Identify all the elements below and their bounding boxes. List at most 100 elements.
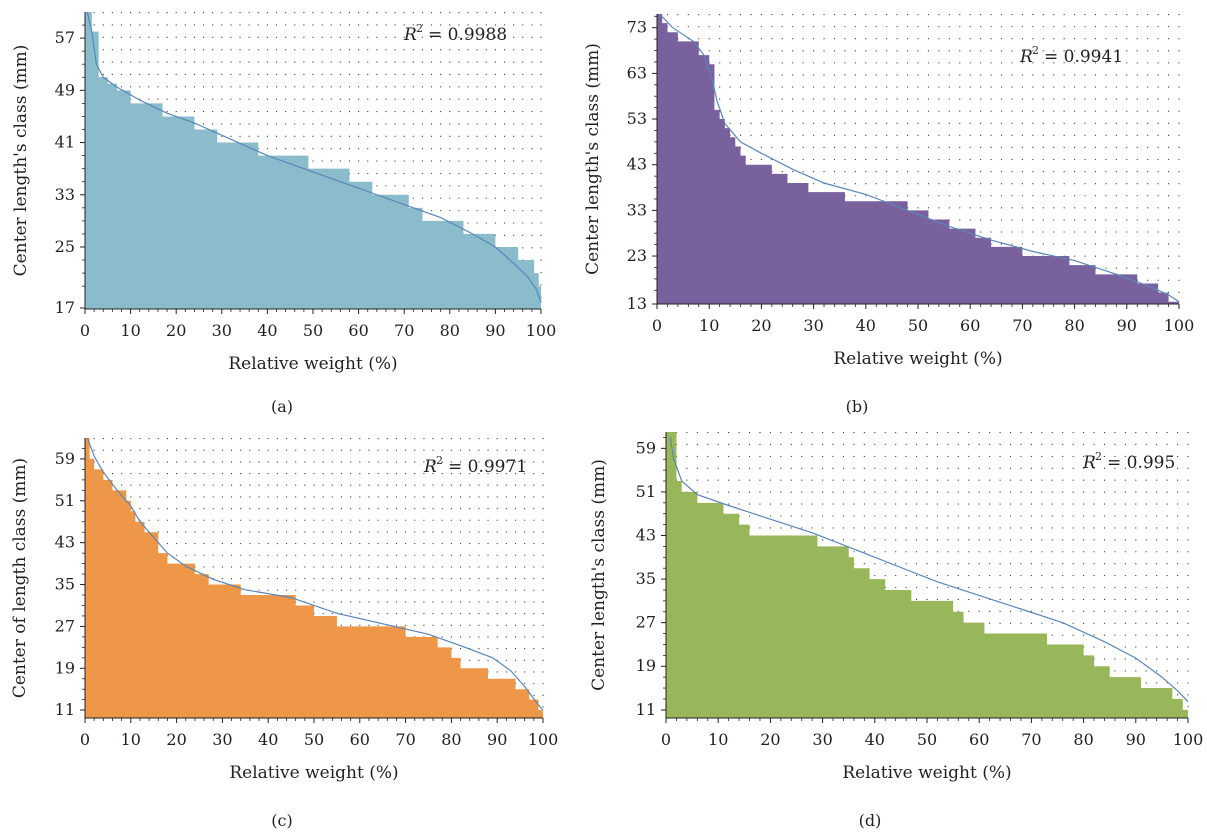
x-tick-label: 10: [699, 316, 719, 335]
y-tick-label: 19: [55, 658, 75, 677]
fitted-curve: [659, 13, 1180, 303]
r-squared-symbol: R: [423, 457, 437, 477]
r-squared-value: = 0.9941: [1044, 47, 1123, 67]
y-tick-label: 49: [55, 80, 75, 99]
r-squared-value: = 0.9988: [428, 25, 507, 45]
y-tick-label: 43: [636, 526, 656, 545]
x-tick-label: 40: [865, 730, 885, 749]
chart-panel-3: 0 10 20 30 40 50 60 70 80 90 100 11 19 27 35 43 51 59 Rela…: [10, 437, 559, 830]
y-tick-label: 25: [55, 237, 75, 256]
x-tick-label: 20: [760, 730, 780, 749]
x-tick-label: 60: [969, 730, 989, 749]
r-squared-annotation: R 2 = 0.995: [1082, 450, 1175, 473]
y-tick-label: 17: [55, 298, 75, 317]
x-tick-label: 50: [908, 316, 928, 335]
x-tick-label: 100: [528, 730, 559, 749]
r-squared-value: = 0.9971: [448, 457, 527, 477]
y-tick-label: 51: [55, 491, 75, 510]
x-tick-label: 40: [258, 730, 278, 749]
y-tick-label: 33: [55, 185, 75, 204]
chart-panel-1: 0 10 20 30 40 50 60 70 80 90 100 17 25 33 41 49 57 Relati…: [11, 11, 556, 416]
x-tick-label: 0: [661, 730, 671, 749]
chart-panel-4: 0 10 20 30 40 50 60 70 80 90 100 11 19 27 35 43 51 59 Rela…: [589, 432, 1203, 830]
r-squared-annotation: R 2 = 0.9988: [403, 22, 507, 45]
y-tick-label: 73: [627, 18, 647, 37]
x-tick-label: 80: [1064, 316, 1084, 335]
y-tick-label: 57: [55, 28, 75, 47]
x-axis-label: Relative weight (%): [228, 354, 397, 374]
x-tick-label: 70: [395, 730, 415, 749]
r-squared-exponent: 2: [1095, 450, 1102, 463]
x-tick-label: 90: [1117, 316, 1137, 335]
y-tick-label: 33: [627, 200, 647, 219]
y-tick-label: 43: [55, 533, 75, 552]
r-squared-exponent: 2: [416, 22, 423, 35]
panel-label: (c): [271, 811, 292, 830]
y-tick-label: 13: [627, 294, 647, 313]
fitted-curve: [669, 437, 1189, 703]
y-tick-label: 27: [636, 613, 656, 632]
x-tick-label: 20: [166, 321, 186, 340]
y-axis-label: Center of length class (mm): [10, 458, 30, 698]
y-tick-label: 11: [636, 700, 656, 719]
x-tick-label: 100: [1164, 316, 1195, 335]
y-tick-label: 59: [636, 438, 656, 457]
x-tick-label: 0: [80, 321, 90, 340]
r-squared-annotation: R 2 = 0.9971: [423, 454, 527, 477]
r-squared-value: = 0.995: [1107, 453, 1175, 473]
x-tick-label: 70: [394, 321, 414, 340]
x-tick-label: 10: [121, 730, 141, 749]
y-axis-label: Center length's class (mm): [583, 43, 603, 275]
histogram-steps: [666, 432, 1188, 718]
x-tick-label: 90: [487, 730, 507, 749]
r-squared-symbol: R: [1019, 47, 1033, 67]
panel-label: (a): [271, 397, 293, 416]
x-tick-label: 30: [803, 316, 823, 335]
r-squared-symbol: R: [1082, 453, 1096, 473]
y-tick-label: 19: [636, 656, 656, 675]
x-tick-label: 60: [960, 316, 980, 335]
y-tick-label: 53: [627, 109, 647, 128]
x-tick-label: 0: [652, 316, 662, 335]
y-axis-label: Center length's class (mm): [11, 45, 31, 277]
fitted-curve: [86, 11, 542, 303]
histogram-steps: [85, 12, 541, 309]
x-tick-label: 80: [1073, 730, 1093, 749]
r-squared-exponent: 2: [436, 454, 443, 467]
r-squared-annotation: R 2 = 0.9941: [1019, 44, 1123, 67]
x-tick-label: 10: [708, 730, 728, 749]
x-tick-label: 0: [80, 730, 90, 749]
y-axis-label: Center length's class (mm): [589, 459, 609, 691]
y-tick-label: 23: [627, 246, 647, 265]
x-axis-label: Relative weight (%): [833, 349, 1002, 369]
y-tick-label: 51: [636, 482, 656, 501]
x-tick-label: 100: [1173, 730, 1204, 749]
fitted-curve: [86, 437, 544, 711]
x-tick-label: 80: [441, 730, 461, 749]
x-tick-label: 20: [751, 316, 771, 335]
histogram-steps: [657, 14, 1179, 304]
y-tick-label: 59: [55, 449, 75, 468]
x-axis-label: Relative weight (%): [229, 763, 398, 783]
y-tick-label: 11: [55, 700, 75, 719]
x-tick-label: 70: [1021, 730, 1041, 749]
x-tick-label: 30: [812, 730, 832, 749]
x-axis-label: Relative weight (%): [842, 763, 1011, 783]
x-tick-label: 50: [303, 321, 323, 340]
y-tick-label: 43: [627, 155, 647, 174]
x-tick-label: 30: [212, 321, 232, 340]
x-tick-label: 30: [212, 730, 232, 749]
x-tick-label: 80: [440, 321, 460, 340]
x-tick-label: 40: [856, 316, 876, 335]
x-tick-label: 90: [1126, 730, 1146, 749]
y-tick-label: 41: [55, 133, 75, 152]
x-tick-label: 60: [348, 321, 368, 340]
chart-panel-2: 0 10 20 30 40 50 60 70 80 90 100 13 23 33 43 53 63 73 Rela…: [583, 13, 1195, 416]
panel-label: (b): [846, 397, 869, 416]
x-tick-label: 90: [485, 321, 505, 340]
y-tick-label: 35: [636, 569, 656, 588]
x-tick-label: 50: [304, 730, 324, 749]
y-tick-label: 27: [55, 616, 75, 635]
